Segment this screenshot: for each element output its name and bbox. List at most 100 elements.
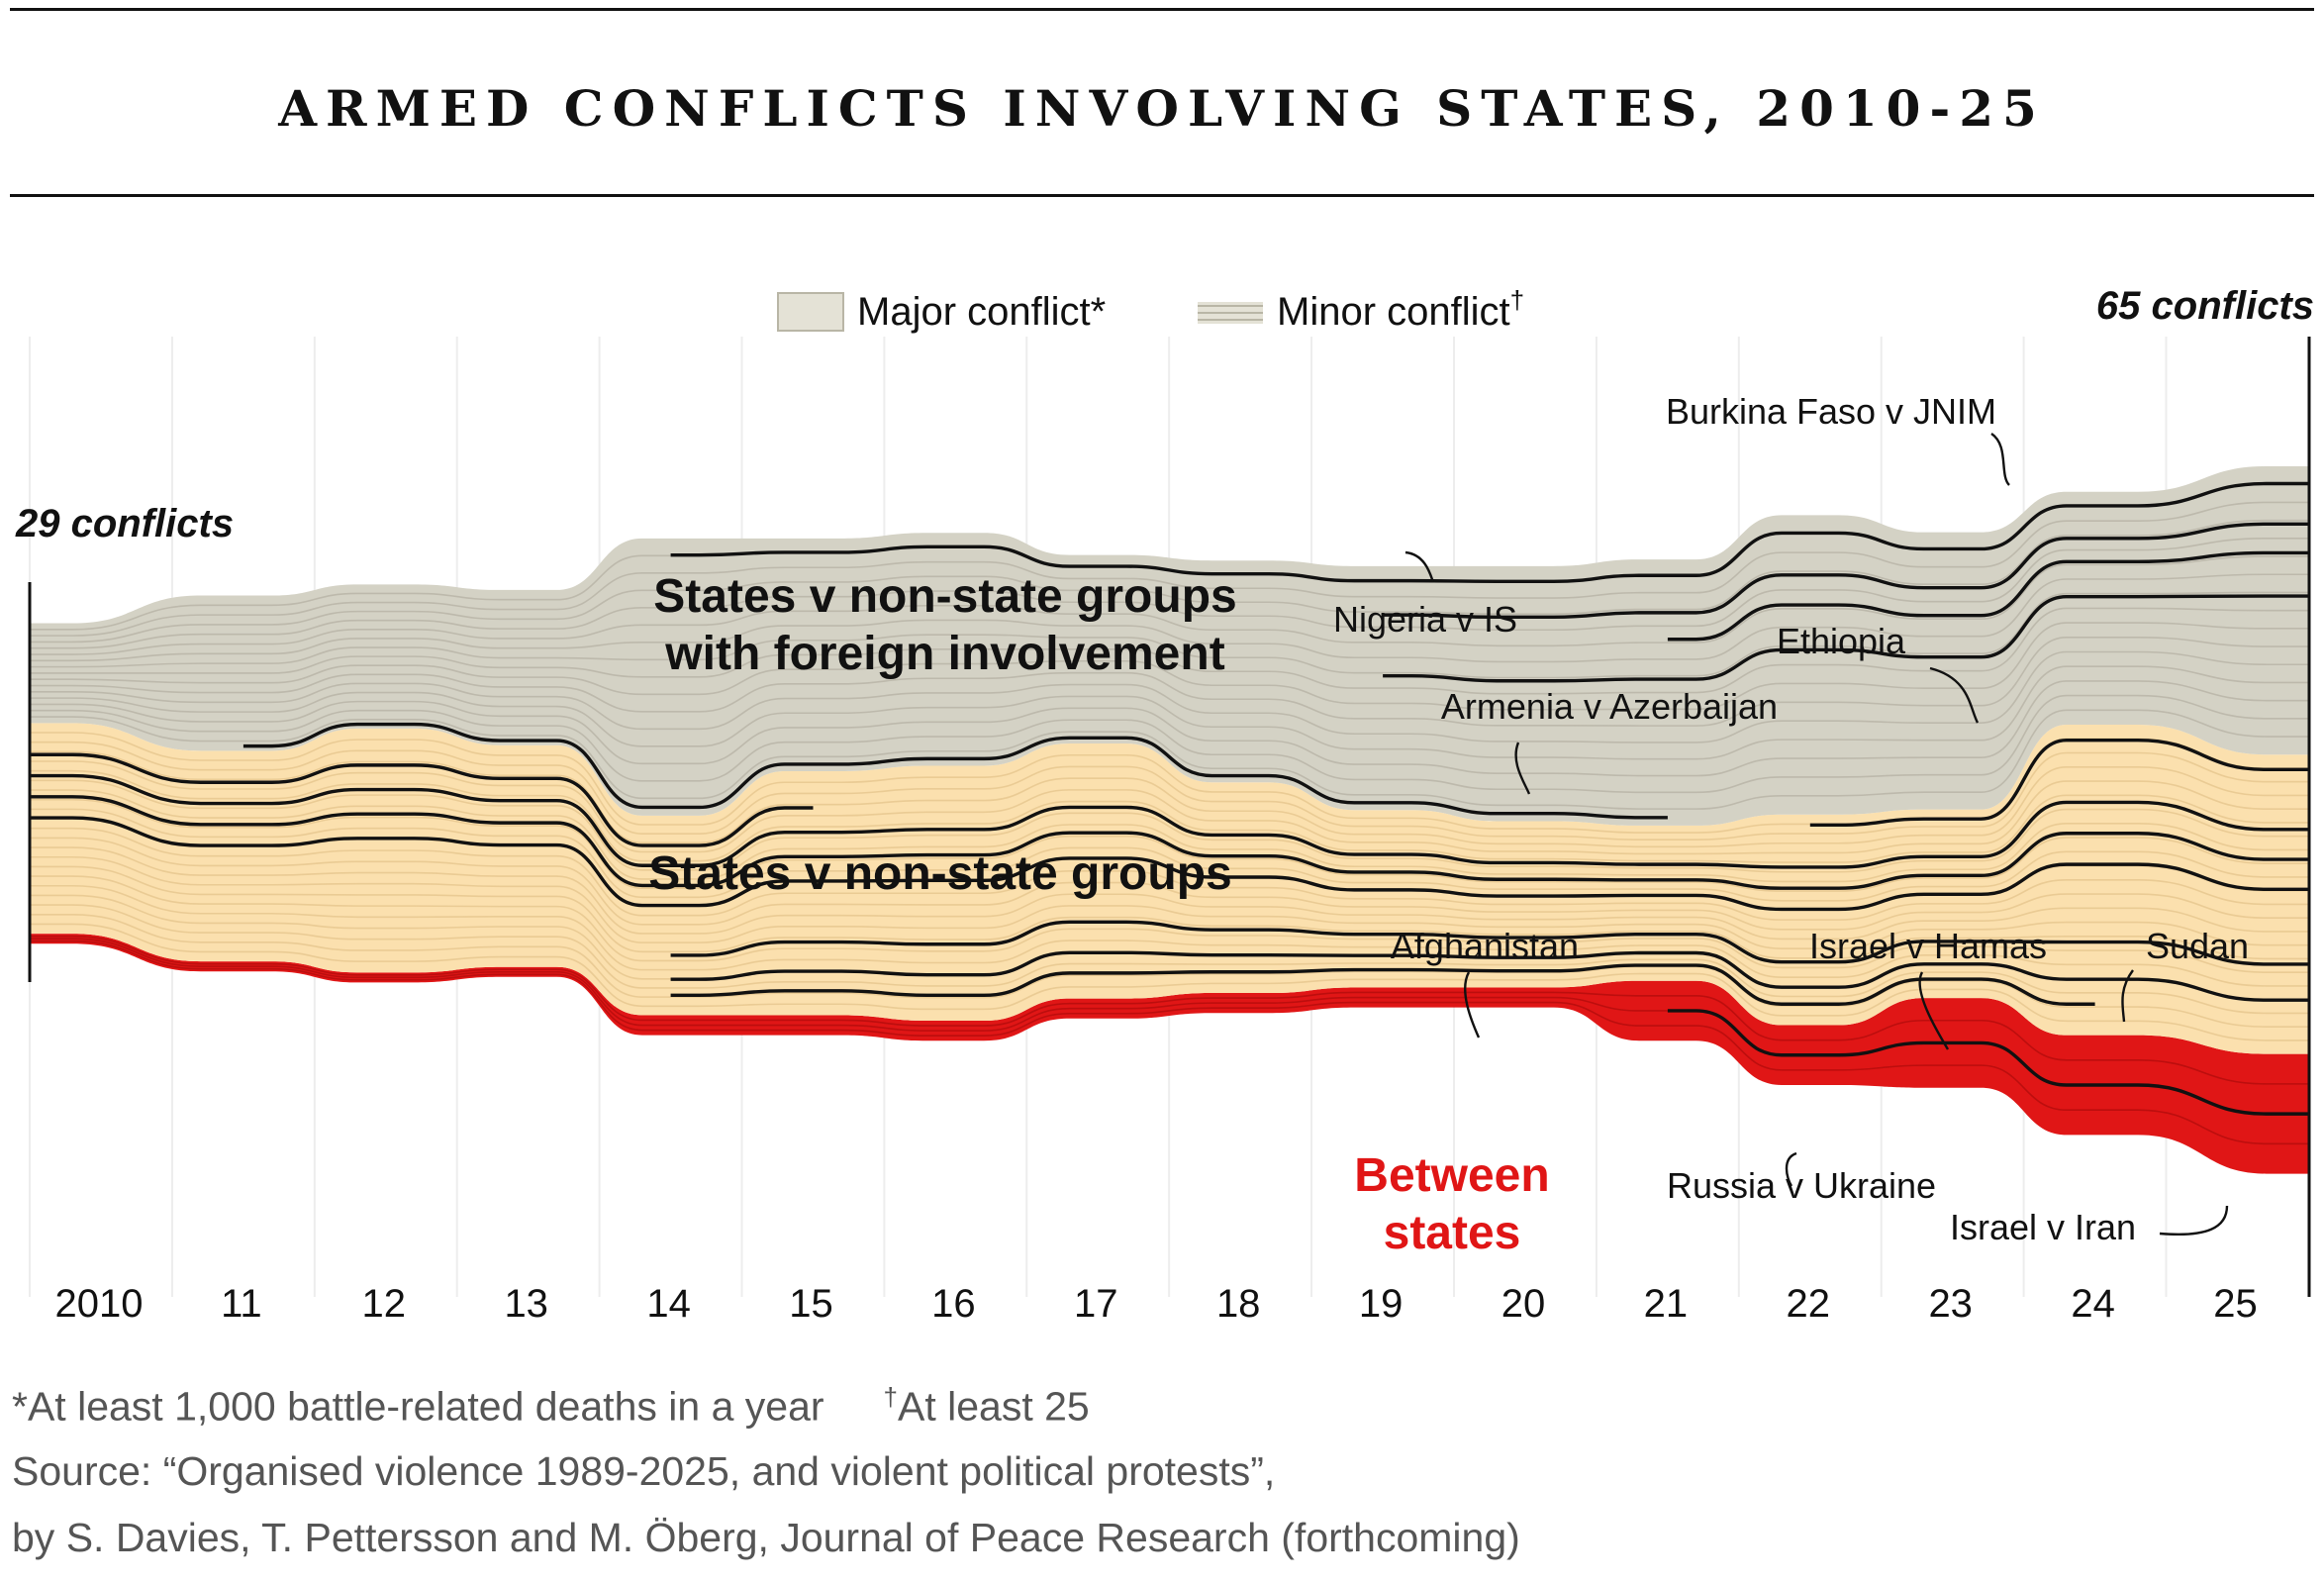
x-tick-label: 24 <box>2071 1282 2115 1326</box>
series-label-foreign-2: with foreign involvement <box>664 628 1224 680</box>
x-tick-label: 18 <box>1216 1282 1261 1326</box>
minor-conflict-line <box>30 923 2309 1041</box>
major-conflict-line <box>30 773 2309 869</box>
x-tick-label: 20 <box>1501 1282 1546 1326</box>
minor-conflict-line <box>30 875 2309 973</box>
minor-conflict-line <box>30 591 2309 679</box>
minor-conflict-line <box>30 837 2309 931</box>
minor-conflict-line <box>30 680 2309 777</box>
legend: Major conflict* Minor conflict† <box>777 285 1524 334</box>
x-tick-label: 12 <box>362 1282 407 1326</box>
minor-conflict-line <box>30 760 2309 855</box>
footnote-minor-def: At least 25 <box>898 1383 1090 1430</box>
minor-conflict-line <box>30 573 2309 663</box>
x-tick-label: 17 <box>1074 1282 1118 1326</box>
annotation-label: Russia v Ukraine <box>1667 1165 1936 1206</box>
major-conflict-line <box>670 963 2095 1006</box>
annotation-label: Armenia v Azerbaijan <box>1441 686 1778 727</box>
series-label-foreign-1: States v non-state groups <box>653 570 1236 623</box>
minor-conflict-line <box>30 519 2309 644</box>
x-tick-label: 25 <box>2213 1282 2258 1326</box>
x-tick-label: 15 <box>789 1282 833 1326</box>
minor-conflict-line <box>30 750 2309 848</box>
series-label-between-2: states <box>1384 1207 1521 1259</box>
minor-conflict-line <box>30 940 2309 1145</box>
major-conflict-line <box>670 950 2309 1002</box>
minor-conflict-line <box>30 694 2309 794</box>
major-conflict-line <box>242 722 1668 820</box>
minor-conflict-line <box>30 665 2309 760</box>
footnote-major-def: *At least 1,000 battle-related deaths in… <box>12 1383 824 1430</box>
legend-major-label: Major conflict* <box>857 290 1106 334</box>
annotation-label: Afghanistan <box>1391 926 1579 966</box>
minor-conflict-line <box>30 798 2309 892</box>
annotation-label: Burkina Faso v JNIM <box>1666 391 1996 432</box>
annotation-label: Ethiopia <box>1777 621 1906 661</box>
minor-conflict-line <box>30 501 2309 637</box>
x-tick-label: 11 <box>221 1282 262 1326</box>
minor-conflict-line <box>30 855 2309 949</box>
annotation-leader <box>1404 550 1435 583</box>
minor-conflict-line <box>30 650 2309 743</box>
annotation-label: Israel v Iran <box>1950 1207 2136 1247</box>
annotation-label: Nigeria v IS <box>1333 599 1517 640</box>
annotation-label: Israel v Hamas <box>1809 926 2047 966</box>
major-conflict-line <box>30 752 814 847</box>
major-conflict-line <box>670 920 2309 966</box>
major-conflict-line <box>1667 550 2309 642</box>
x-axis-tick-labels: 2010 11 12 13 14 15 16 17 18 19 20 21 22 23 24 25 <box>55 1282 2258 1326</box>
minor-conflict-line <box>30 808 2309 902</box>
chart-svg: Major conflict* Minor conflict† 29 confl… <box>15 284 2314 1326</box>
major-conflict-line <box>1383 594 2309 683</box>
major-conflict-lines <box>30 481 2309 1116</box>
start-total-label: 29 conflicts <box>15 502 234 545</box>
major-conflict-line <box>1667 1009 2309 1116</box>
x-tick-label: 13 <box>504 1282 548 1326</box>
x-tick-label: 2010 <box>55 1282 144 1326</box>
minor-conflict-line <box>30 637 2309 727</box>
annotation-leader <box>2121 969 2134 1023</box>
minor-conflict-line <box>30 904 2309 1015</box>
minor-conflict-line <box>30 865 2309 960</box>
minor-conflict-line <box>30 779 2309 873</box>
series-label-nonstate: States v non-state groups <box>648 847 1231 900</box>
major-conflict-line <box>670 481 2309 583</box>
annotation-label: Sudan <box>2146 926 2249 966</box>
title-rule <box>10 194 2314 197</box>
footnote-definitions: *At least 1,000 battle-related deaths in… <box>12 1382 1090 1431</box>
end-total-label: 65 conflicts <box>2096 284 2314 328</box>
source-line-1: Source: “Organised violence 1989-2025, a… <box>12 1448 1276 1494</box>
x-tick-label: 16 <box>931 1282 976 1326</box>
minor-conflict-line <box>30 607 2309 695</box>
minor-conflict-line <box>30 555 2309 655</box>
series-label-between-1: Between <box>1354 1149 1549 1202</box>
legend-minor-swatch <box>1198 302 1263 324</box>
minor-conflict-line <box>30 709 2309 810</box>
annotations: Burkina Faso v JNIM Nigeria v IS Ethiopia A… <box>1333 391 2249 1247</box>
x-tick-label: 14 <box>646 1282 691 1326</box>
major-conflict-line <box>30 795 2309 890</box>
top-rule <box>10 8 2314 11</box>
x-tick-label: 21 <box>1644 1282 1689 1326</box>
source-line-2: by S. Davies, T. Pettersson and M. Öberg… <box>12 1515 1520 1560</box>
x-tick-label: 19 <box>1359 1282 1404 1326</box>
minor-conflict-line <box>30 538 2309 649</box>
minor-conflict-line <box>30 884 2309 987</box>
minor-conflict-line <box>30 769 2309 863</box>
x-tick-label: 22 <box>1787 1282 1831 1326</box>
minor-conflict-line <box>30 741 2309 841</box>
minor-conflict-line <box>30 622 2309 711</box>
major-conflict-line <box>1383 522 2309 620</box>
chart-title: ARMED CONFLICTS INVOLVING STATES, 2010-2… <box>278 79 2046 138</box>
legend-minor-label: Minor conflict† <box>1277 285 1524 334</box>
x-tick-label: 23 <box>1928 1282 1973 1326</box>
annotation-leader <box>1918 971 1950 1050</box>
annotation-leader <box>1929 666 1980 724</box>
annotation-leader <box>1990 433 2010 486</box>
annotation-leader <box>1514 742 1531 795</box>
major-conflict-line <box>1809 738 2309 828</box>
annotation-leader <box>1464 971 1481 1039</box>
annotation-leader <box>1785 1151 1797 1187</box>
minor-conflict-line <box>30 846 2309 940</box>
annotation-leader <box>2159 1205 2229 1236</box>
